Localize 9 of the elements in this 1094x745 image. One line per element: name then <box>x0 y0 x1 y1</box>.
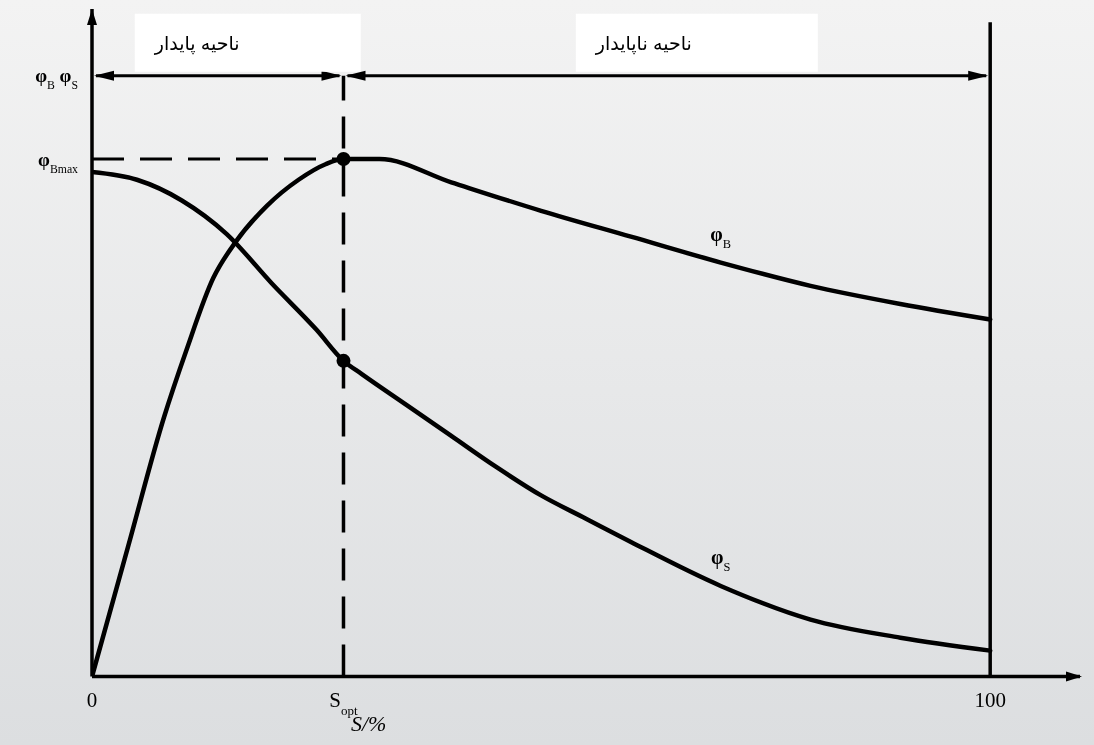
x-tick-label: 0 <box>86 687 98 712</box>
text: ناحیه ناپایدار <box>594 32 692 55</box>
x-tick-label: S$_{opt}$ <box>329 687 359 717</box>
series-label: φ$_{S}$ <box>711 545 731 574</box>
y-axis-title: φ$_{B}$ φ$_{S}$ <box>35 64 78 92</box>
ref-line-label: φ$_{Bmax}$ <box>38 149 79 176</box>
text: ناحیه پایدار <box>153 32 240 55</box>
x-tick-label: 100 <box>974 687 1006 712</box>
series-label: φ$_{B}$ <box>710 222 732 251</box>
